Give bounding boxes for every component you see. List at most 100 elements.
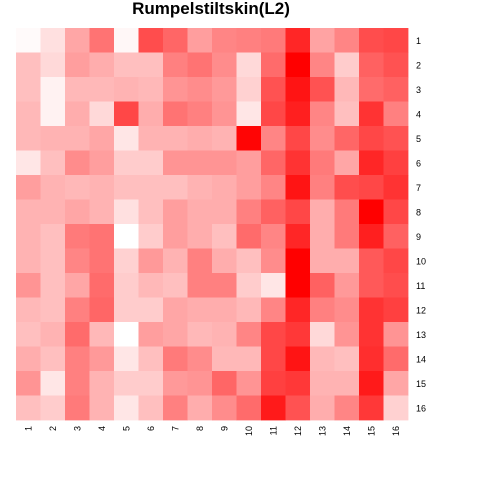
heatmap-cell bbox=[383, 150, 409, 176]
heatmap-cell bbox=[310, 150, 335, 176]
heatmap-cell bbox=[334, 175, 360, 200]
heatmap-cell bbox=[114, 322, 139, 347]
heatmap-cell bbox=[114, 52, 139, 78]
heatmap-cell bbox=[65, 126, 90, 151]
y-tick-label: 9 bbox=[416, 232, 421, 242]
x-tick-label: 13 bbox=[317, 426, 327, 436]
heatmap-cell bbox=[212, 28, 237, 53]
x-tick-label: 12 bbox=[293, 426, 303, 436]
heatmap-cell bbox=[89, 199, 115, 225]
heatmap-cell bbox=[65, 150, 90, 176]
x-tick-label: 5 bbox=[121, 426, 131, 431]
heatmap-cell bbox=[65, 297, 90, 323]
heatmap-cell bbox=[163, 150, 188, 176]
heatmap-cell bbox=[114, 77, 139, 102]
heatmap-cell bbox=[261, 126, 286, 151]
heatmap-cell bbox=[285, 224, 311, 249]
heatmap-cell bbox=[334, 101, 360, 127]
heatmap-cell bbox=[163, 273, 188, 298]
y-tick-label: 3 bbox=[416, 85, 421, 95]
heatmap-cell bbox=[236, 126, 262, 151]
heatmap-cell bbox=[163, 346, 188, 372]
heatmap-cell bbox=[65, 395, 90, 421]
heatmap-cell bbox=[212, 371, 237, 396]
heatmap-cell bbox=[212, 77, 237, 102]
heatmap-cell bbox=[40, 52, 66, 78]
heatmap-cell bbox=[261, 371, 286, 396]
y-tick-label: 16 bbox=[416, 403, 426, 413]
heatmap-cell bbox=[16, 150, 41, 176]
heatmap-cell bbox=[285, 77, 311, 102]
heatmap-cell bbox=[16, 126, 41, 151]
heatmap-cell bbox=[187, 52, 213, 78]
heatmap-cell bbox=[359, 273, 384, 298]
x-tick-label: 15 bbox=[366, 426, 376, 436]
heatmap-cell bbox=[359, 395, 384, 421]
heatmap-cell bbox=[138, 175, 164, 200]
heatmap-cell bbox=[40, 28, 66, 53]
y-tick-label: 14 bbox=[416, 354, 426, 364]
heatmap-cell bbox=[383, 52, 409, 78]
heatmap-cell bbox=[40, 175, 66, 200]
heatmap-cell bbox=[212, 322, 237, 347]
heatmap-cell bbox=[65, 322, 90, 347]
heatmap-cell bbox=[114, 346, 139, 372]
heatmap-cell bbox=[187, 150, 213, 176]
heatmap-cell bbox=[138, 126, 164, 151]
heatmap-cell bbox=[359, 346, 384, 372]
heatmap-cell bbox=[212, 52, 237, 78]
heatmap-cell bbox=[261, 273, 286, 298]
heatmap-cell bbox=[16, 395, 41, 421]
heatmap-cell bbox=[285, 273, 311, 298]
heatmap-cell bbox=[187, 297, 213, 323]
heatmap-cell bbox=[334, 150, 360, 176]
heatmap-cell bbox=[16, 322, 41, 347]
chart-title: Rumpelstiltskin(L2) bbox=[132, 0, 290, 18]
heatmap-cell bbox=[359, 28, 384, 53]
heatmap-cell bbox=[383, 126, 409, 151]
heatmap-cell bbox=[114, 224, 139, 249]
heatmap-cell bbox=[187, 199, 213, 225]
heatmap-cell bbox=[310, 52, 335, 78]
heatmap-cell bbox=[16, 175, 41, 200]
heatmap-cell bbox=[187, 273, 213, 298]
heatmap-cell bbox=[383, 199, 409, 225]
heatmap-cell bbox=[16, 371, 41, 396]
heatmap-cell bbox=[163, 297, 188, 323]
x-tick-label: 3 bbox=[72, 426, 82, 431]
heatmap-cell bbox=[383, 346, 409, 372]
y-tick-label: 15 bbox=[416, 379, 426, 389]
heatmap-cell bbox=[236, 346, 262, 372]
heatmap-cell bbox=[187, 175, 213, 200]
heatmap-cell bbox=[236, 101, 262, 127]
heatmap-cell bbox=[187, 371, 213, 396]
heatmap-cell bbox=[114, 199, 139, 225]
heatmap-cell bbox=[40, 371, 66, 396]
x-tick-label: 4 bbox=[97, 426, 107, 431]
heatmap-cell bbox=[285, 199, 311, 225]
x-tick-label: 14 bbox=[342, 426, 352, 436]
heatmap-cell bbox=[212, 126, 237, 151]
heatmap-cell bbox=[65, 28, 90, 53]
heatmap-cell bbox=[212, 224, 237, 249]
heatmap-cell bbox=[261, 77, 286, 102]
heatmap-cell bbox=[285, 175, 311, 200]
heatmap-cell bbox=[310, 371, 335, 396]
heatmap-cell bbox=[383, 371, 409, 396]
heatmap-cell bbox=[285, 395, 311, 421]
heatmap-cell bbox=[16, 273, 41, 298]
heatmap-cell bbox=[16, 28, 41, 53]
heatmap-cell bbox=[285, 28, 311, 53]
heatmap-cell bbox=[236, 199, 262, 225]
heatmap-cell bbox=[163, 199, 188, 225]
heatmap-cell bbox=[89, 273, 115, 298]
heatmap-cell bbox=[89, 77, 115, 102]
heatmap-cell bbox=[89, 175, 115, 200]
heatmap-cell bbox=[334, 297, 360, 323]
heatmap-cell bbox=[212, 297, 237, 323]
heatmap-cell bbox=[261, 346, 286, 372]
x-tick-label: 7 bbox=[170, 426, 180, 431]
heatmap-cell bbox=[285, 322, 311, 347]
